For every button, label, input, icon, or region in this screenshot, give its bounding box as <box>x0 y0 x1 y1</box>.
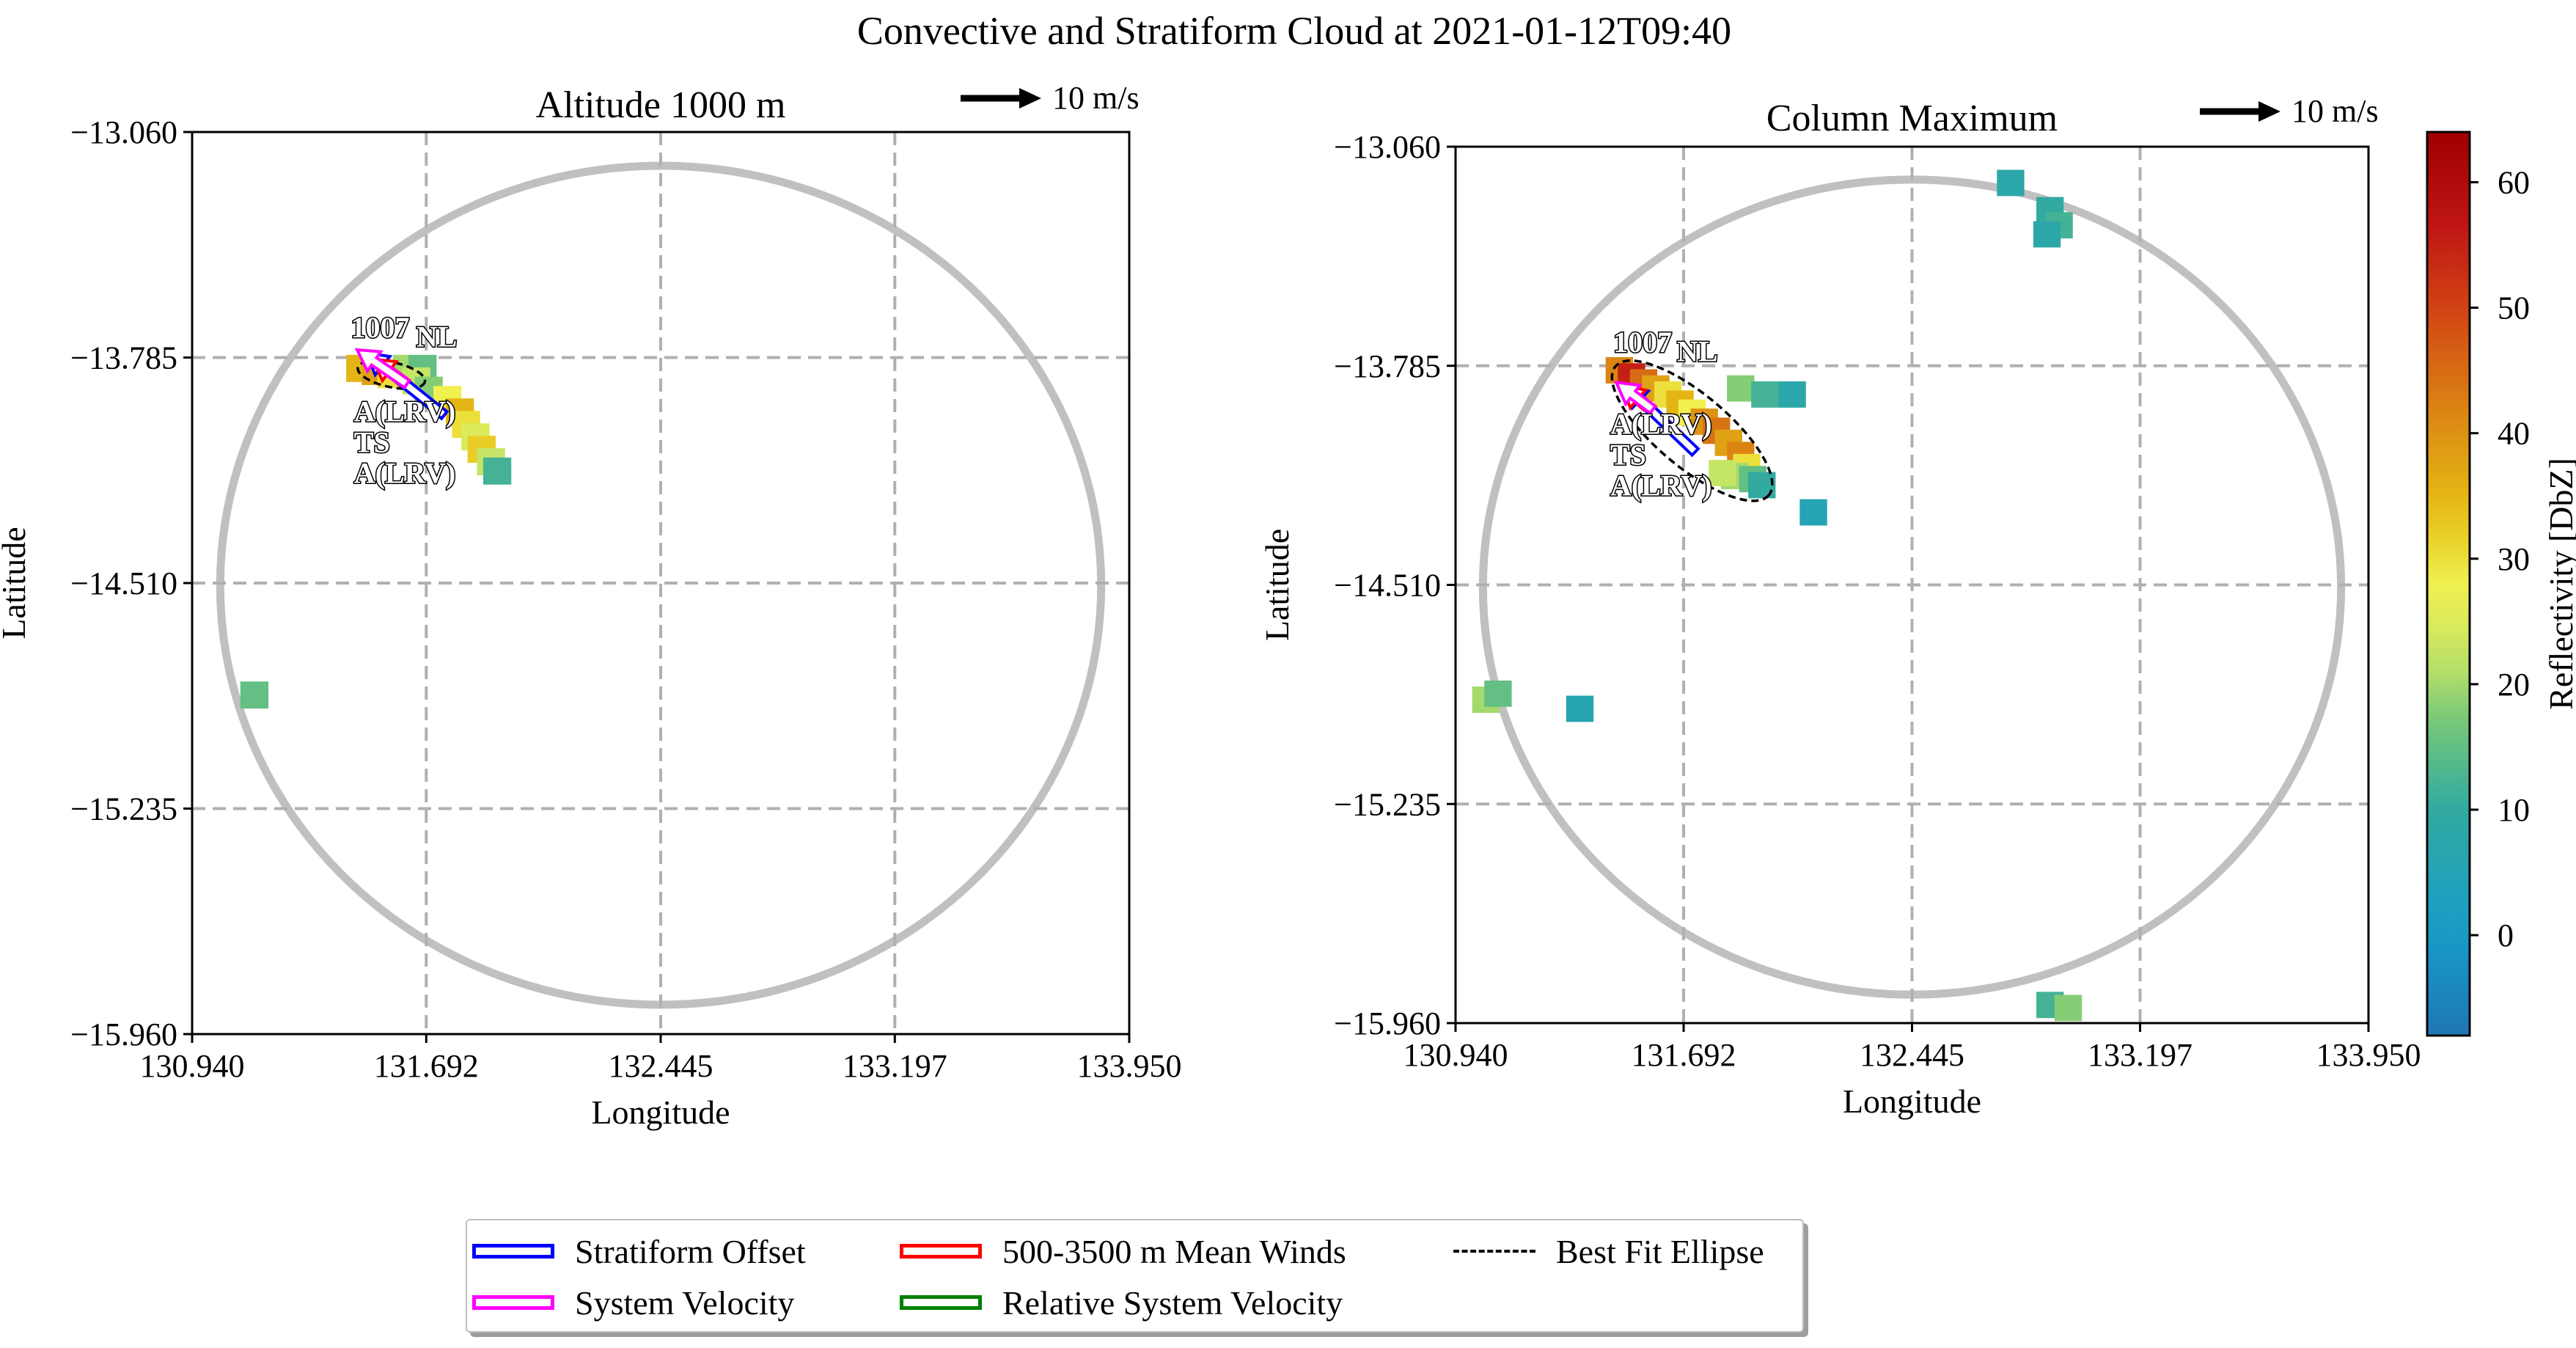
annotation-label: A(LRV) <box>1610 469 1712 502</box>
annotation-label: A(LRV) <box>354 456 456 489</box>
x-axis-label: Longitude <box>1843 1083 1981 1120</box>
x-tick-label: 133.950 <box>2316 1037 2421 1073</box>
reflectivity-cell <box>1727 375 1755 402</box>
panel-title: Column Maximum <box>1766 98 2058 139</box>
y-tick-label: −13.785 <box>70 340 177 376</box>
y-tick-label: −15.235 <box>1334 786 1441 822</box>
annotation-label: TS <box>354 425 390 458</box>
quiver-key: 10 m/s <box>2200 93 2379 129</box>
quiver-key-label: 10 m/s <box>2291 93 2379 129</box>
y-tick-label: −13.060 <box>1334 129 1441 165</box>
x-tick-label: 131.692 <box>374 1048 479 1084</box>
reflectivity-cell <box>2054 994 2083 1022</box>
legend-swatch <box>900 1244 982 1259</box>
legend-item-relative-velocity: Relative System Velocity <box>900 1281 1343 1325</box>
y-tick-label: −15.960 <box>70 1017 177 1052</box>
reflectivity-cell <box>240 681 269 709</box>
x-tick-label: 133.197 <box>843 1048 947 1084</box>
quiver-key-head <box>2258 101 2280 122</box>
colorbar-label: Reflectivity [DbZ] <box>2542 458 2576 710</box>
plot-area <box>1456 147 2368 1023</box>
y-axis-label: Latitude <box>0 527 32 639</box>
x-tick-label: 133.197 <box>2088 1037 2192 1073</box>
best-fit-ellipse <box>356 359 427 390</box>
x-tick-label: 133.950 <box>1077 1048 1182 1084</box>
reflectivity-cell <box>1799 499 1827 526</box>
legend: Stratiform Offset 500-3500 m Mean Winds … <box>466 1219 1804 1333</box>
legend-swatch <box>472 1244 554 1259</box>
figure-title: Convective and Stratiform Cloud at 2021-… <box>857 9 1731 53</box>
y-axis-label: Latitude <box>1258 529 1296 641</box>
colorbar-tick-label: 40 <box>2498 416 2530 452</box>
legend-label: Best Fit Ellipse <box>1556 1232 1764 1270</box>
x-tick-label: 132.445 <box>1860 1037 1964 1073</box>
legend-item-ellipse: Best Fit Ellipse <box>1453 1229 1764 1273</box>
reflectivity-cell <box>482 457 512 485</box>
y-tick-label: −15.960 <box>1334 1005 1441 1041</box>
colorbar-tick-label: 0 <box>2498 917 2514 953</box>
system-id-label: 1007 <box>1613 326 1672 359</box>
colorbar-tick-label: 10 <box>2498 792 2530 828</box>
panel-column-max: Column Maximum 10 m/s 1007 NL A(LRV)TSA(LRV)… <box>1258 93 2421 1120</box>
legend-label: Stratiform Offset <box>575 1232 806 1270</box>
legend-item-system-velocity: System Velocity <box>472 1281 794 1325</box>
reflectivity-cell <box>1484 680 1512 707</box>
colorbar: 0 10 20 30 40 50 60 Reflectivity [DbZ] <box>2426 131 2576 1037</box>
x-tick-label: 130.940 <box>140 1048 245 1084</box>
y-tick-label: −15.235 <box>70 791 177 827</box>
legend-swatch <box>900 1295 982 1310</box>
plot-area <box>192 132 1129 1034</box>
x-tick-label: 132.445 <box>609 1048 713 1084</box>
quiver-key: 10 m/s <box>961 80 1140 116</box>
system-id-label: 1007 <box>351 311 410 344</box>
panel-title: Altitude 1000 m <box>536 84 786 126</box>
reflectivity-cell <box>1566 695 1594 722</box>
legend-swatch <box>472 1295 554 1310</box>
reflectivity-cell <box>1751 381 1779 408</box>
annotation-label: NL <box>417 320 458 354</box>
annotation-label: A(LRV) <box>354 395 456 428</box>
legend-label: System Velocity <box>575 1283 795 1322</box>
legend-label: Relative System Velocity <box>1002 1283 1343 1322</box>
reflectivity-cell <box>1778 381 1806 408</box>
x-tick-label: 130.940 <box>1403 1037 1508 1073</box>
annotation-label: A(LRV) <box>1610 407 1712 440</box>
vector-arrow <box>354 348 412 390</box>
x-tick-label: 131.692 <box>1632 1037 1736 1073</box>
quiver-key-head <box>1019 88 1041 109</box>
colorbar-tick-label: 60 <box>2498 164 2530 200</box>
best-fit-ellipse <box>1610 359 1774 502</box>
y-tick-label: −13.060 <box>70 114 177 150</box>
y-tick-label: −14.510 <box>1334 568 1441 604</box>
x-axis-label: Longitude <box>591 1094 730 1131</box>
reflectivity-cell <box>1709 460 1736 486</box>
legend-label: 500-3500 m Mean Winds <box>1002 1232 1346 1270</box>
annotation-label: NL <box>1677 335 1718 368</box>
colorbar-bar <box>2426 131 2471 1037</box>
colorbar-tick-label: 30 <box>2498 541 2530 577</box>
colorbar-tick-label: 50 <box>2498 290 2530 326</box>
legend-dash <box>1453 1250 1535 1253</box>
legend-item-stratiform-offset: Stratiform Offset <box>472 1229 806 1273</box>
reflectivity-cell <box>2033 221 2061 248</box>
reflectivity-cell <box>1997 169 2025 197</box>
annotation-label: TS <box>1610 438 1646 471</box>
vector-arrow <box>1613 381 1658 416</box>
legend-item-mean-winds: 500-3500 m Mean Winds <box>900 1229 1346 1273</box>
colorbar-tick-label: 20 <box>2498 667 2530 703</box>
panel-altitude: Altitude 1000 m 10 m/s 1007 NL A(LRV)TSA(LRV… <box>0 80 1182 1131</box>
quiver-key-label: 10 m/s <box>1052 80 1140 116</box>
y-tick-label: −13.785 <box>1334 348 1441 384</box>
y-tick-label: −14.510 <box>70 565 177 601</box>
